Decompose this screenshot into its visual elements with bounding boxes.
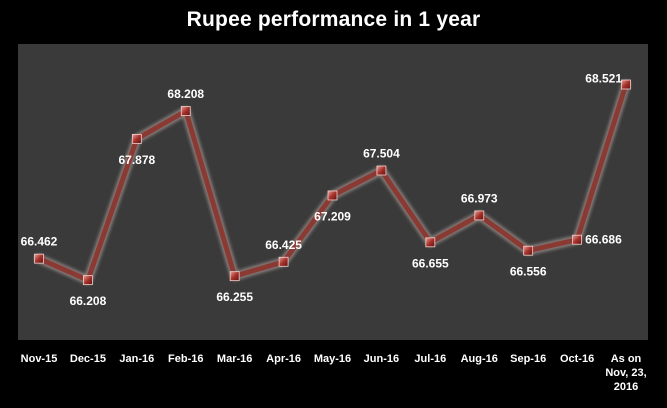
data-point-10 [474, 210, 485, 221]
data-point-4 [180, 106, 191, 116]
data-point-13 [621, 79, 631, 90]
marker-group [34, 79, 631, 286]
x-tick-label-2: Dec-15 [70, 353, 106, 365]
data-label-7: 67.209 [314, 209, 351, 223]
data-point-1 [34, 253, 44, 264]
data-label-3: 67.878 [118, 153, 155, 167]
x-tick-label-4: Feb-16 [168, 353, 203, 365]
data-label-12: 66.686 [585, 233, 622, 247]
data-point-6 [278, 256, 289, 267]
data-point-8 [376, 165, 387, 176]
data-point-9 [425, 237, 436, 248]
data-label-8: 67.504 [363, 147, 400, 161]
data-point-7 [327, 190, 338, 201]
x-tick-label-8: Jun-16 [364, 353, 399, 365]
data-label-11: 66.556 [510, 265, 547, 279]
x-tick-label-13: As on Nov, 23, 2016 [605, 353, 646, 393]
data-label-10: 66.973 [461, 191, 498, 205]
data-label-5: 66.255 [216, 290, 253, 304]
data-label-9: 66.655 [412, 256, 449, 270]
x-tick-label-7: May-16 [314, 353, 351, 365]
x-axis-ticks: Nov-15 Dec-15 Jan-16 Feb-16 Mar-16 Apr-16 May-… [21, 353, 647, 393]
data-point-5 [229, 271, 240, 282]
data-point-11 [523, 245, 534, 256]
x-tick-label-1: Nov-15 [21, 353, 58, 365]
data-label-13: 68.521 [585, 72, 622, 86]
x-tick-label-6: Apr-16 [266, 353, 301, 365]
data-label-2: 66.208 [70, 294, 107, 308]
x-tick-label-5: Mar-16 [217, 353, 252, 365]
x-tick-label-10: Aug-16 [461, 353, 498, 365]
data-label-4: 68.208 [167, 87, 204, 101]
x-tick-label-9: Jul-16 [414, 353, 446, 365]
chart-title: Rupee performance in 1 year [186, 8, 481, 31]
data-label-1: 66.462 [21, 235, 58, 249]
data-point-3 [131, 133, 142, 144]
x-tick-label-12: Oct-16 [560, 353, 594, 365]
x-tick-label-3: Jan-16 [119, 353, 154, 365]
x-tick-label-11: Sep-16 [510, 353, 546, 365]
data-point-12 [572, 234, 582, 245]
data-point-2 [83, 275, 93, 286]
data-label-group: 66.462 66.208 67.878 68.208 66.255 66.425 67.2… [21, 72, 623, 309]
data-label-6: 66.425 [265, 238, 302, 252]
